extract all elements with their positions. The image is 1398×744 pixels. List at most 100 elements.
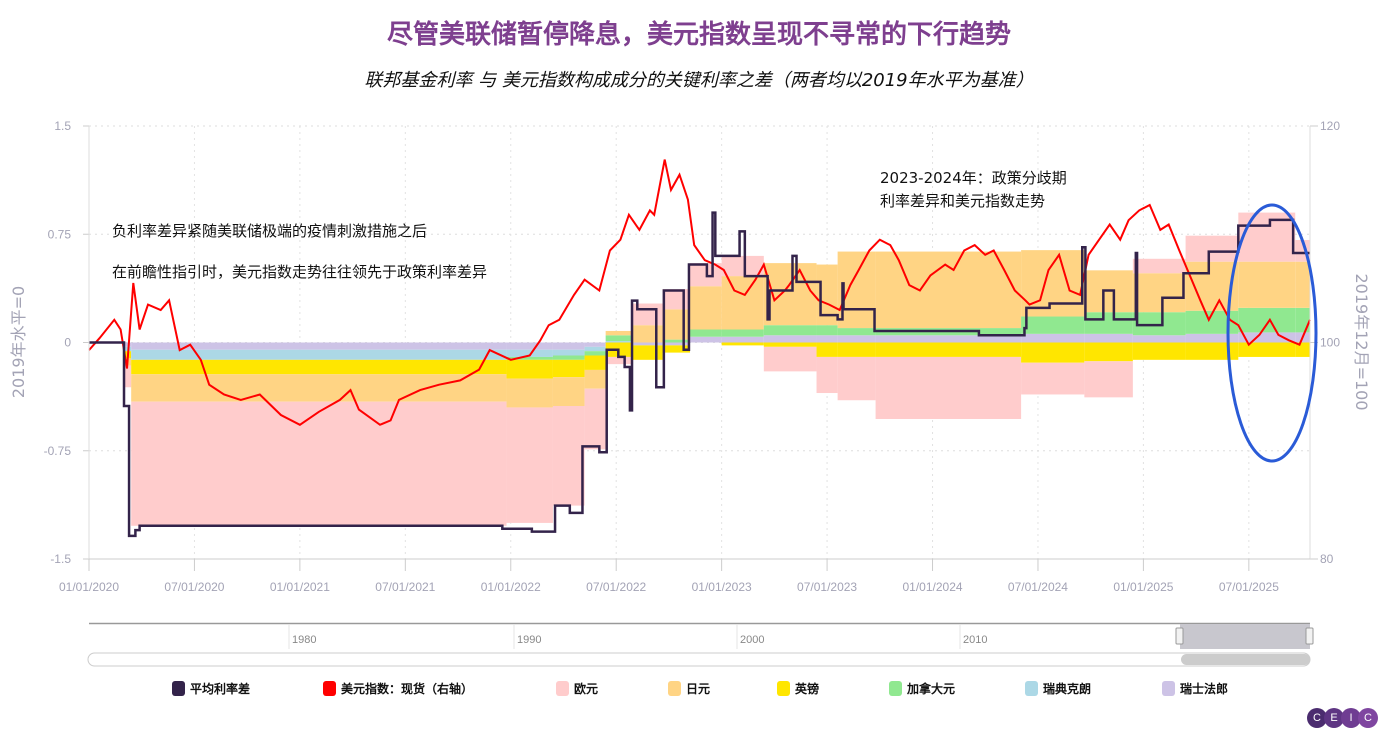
bar-gbp [1132,342,1186,360]
bar-gbp [1185,342,1239,360]
bar-eur [1084,361,1133,398]
navigator-handle-left[interactable] [1175,627,1184,645]
legend-item-cad[interactable]: 加拿大元 [889,680,955,697]
bar-eur [1185,235,1239,262]
legend-item-jpy[interactable]: 日元 [668,680,710,697]
bar-cad [721,329,764,337]
annotation-right-1: 2023-2024年：政策分歧期 [880,169,1067,187]
bar-cad [552,355,585,360]
legend-item-gbp[interactable]: 英镑 [777,680,819,697]
legend-item-eur[interactable]: 欧元 [556,680,598,697]
bar-eur [875,356,1022,419]
bar-sek [131,349,507,360]
bar-jpy [584,369,606,389]
bar-sek [605,341,631,343]
bar-eur [1021,362,1085,395]
bar-eur [721,255,764,277]
bar-eur [763,346,817,372]
y-tick-label: 1.5 [54,119,71,133]
logo-letter: C [1358,708,1378,728]
bar-gbp [721,342,764,346]
x-tick-label: 07/01/2023 [797,580,857,594]
legend-swatch [668,681,681,696]
bar-cad [1021,316,1085,334]
bar-chf [1021,333,1085,343]
bar-chf [552,342,585,350]
navigator[interactable]: 19801990200020102020 [87,622,1314,667]
x-tick-label: 01/01/2024 [902,580,962,594]
navigator-scrollbar-thumb[interactable] [1181,654,1310,665]
legend-label: 欧元 [574,682,599,696]
y-right-tick-label: 80 [1320,552,1334,566]
legend-label: 瑞士法郎 [1180,682,1229,696]
legend-swatch [172,681,185,696]
bar-chf [506,342,553,350]
y-axis-title-right: 2019年12月=100 [1352,273,1371,410]
legend-label: 日元 [686,682,711,696]
avg-rate-diff-line [89,211,1310,538]
navigator-handle-right[interactable] [1305,627,1314,645]
legend-label: 平均利率差 [190,682,251,696]
bar-sek [584,346,606,352]
legend-label: 美元指数：现货（右轴） [341,682,474,696]
bar-jpy [1295,261,1310,308]
stacked-bars [124,212,1310,526]
annotation-left-1: 负利率差异紧随美联储极端的疫情刺激措施之后 [112,222,427,240]
bar-gbp [875,342,1022,357]
y-tick-label: -0.75 [44,444,72,458]
bar-chf [1185,333,1239,343]
bar-jpy [721,276,764,330]
legend-label: 英镑 [795,682,820,696]
navigator-year-label: 2000 [740,634,764,646]
bar-eur [584,388,606,450]
bar-chf [690,336,722,343]
annotation-left-2: 在前瞻性指引时，美元指数走势往往领先于政策利率差异 [112,263,487,281]
bar-jpy [131,374,507,402]
bar-gbp [584,355,606,370]
bar-chf [662,342,691,346]
bar-gbp [506,359,553,379]
highlight-ellipse [1226,203,1318,463]
bar-cad [837,328,876,336]
bar-cad [584,351,606,356]
legend-item-chf[interactable]: 瑞士法郎 [1162,680,1228,697]
bar-gbp [662,345,691,353]
bar-jpy [875,251,1022,329]
legend-item-avg[interactable]: 平均利率差 [172,680,250,697]
bar-gbp [763,342,817,347]
bar-jpy [1132,273,1186,313]
legend-item-sek[interactable]: 瑞典克朗 [1025,680,1091,697]
legend-item-usd[interactable]: 美元指数：现货（右轴） [323,680,473,697]
usd-index-line [88,159,1311,426]
y-tick-label: 0 [64,336,71,350]
y-tick-label: -1.5 [50,552,71,566]
legend-swatch [889,681,902,696]
bar-gbp [837,342,876,357]
navigator-scrollbar[interactable] [87,652,1311,667]
bar-chf [630,342,663,346]
bar-eur [552,406,585,506]
bar-sek [552,349,585,356]
bar-jpy [630,325,663,343]
y-axis-title-left: 2019年水平=0 [9,286,28,398]
bar-gbp [131,359,507,375]
bar-eur [630,303,663,326]
legend: 平均利率差 美元指数：现货（右轴） 欧元 日元 英镑 加拿大元 瑞典克朗 瑞士法郎 [0,680,1398,700]
bar-cad [1295,307,1310,333]
bar-cad [1132,312,1186,336]
navigator-selection[interactable] [1180,624,1310,649]
bar-chf [816,335,838,343]
bar-chf [875,335,1022,343]
navigator-year-label: 1990 [517,634,541,646]
y-right-tick-label: 100 [1320,336,1340,350]
x-tick-label: 01/01/2023 [692,580,752,594]
bar-eur [662,289,691,310]
logo-letter: C [1307,708,1327,728]
chart-title: 尽管美联储暂停降息，美元指数呈现不寻常的下行趋势 [386,20,1011,50]
bar-chf [1238,332,1296,343]
bar-cad [763,325,817,336]
logo-letter: I [1341,708,1361,728]
bar-chf [763,335,817,343]
bar-chf [1084,333,1133,343]
axes: 1.5 0.75 0 -0.75 -1.5 120 100 80 01/01/2020 07/01… [44,119,1341,594]
